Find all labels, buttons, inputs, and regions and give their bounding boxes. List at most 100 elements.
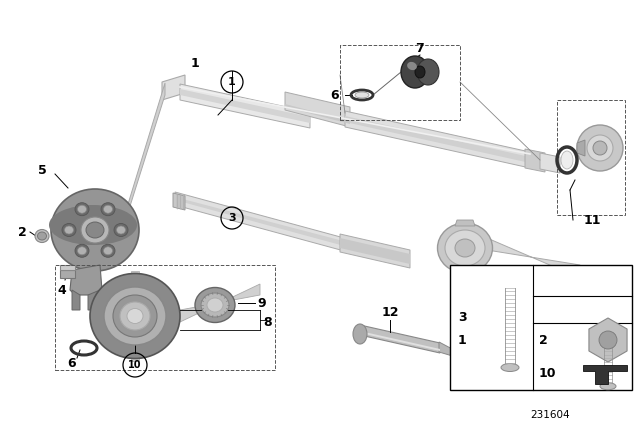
Text: 6: 6 — [331, 89, 339, 102]
Polygon shape — [583, 365, 627, 384]
Polygon shape — [125, 83, 165, 222]
Ellipse shape — [561, 151, 573, 169]
Ellipse shape — [75, 244, 89, 257]
Text: 10: 10 — [128, 360, 141, 370]
Polygon shape — [525, 149, 545, 172]
Polygon shape — [285, 104, 350, 124]
Polygon shape — [70, 265, 102, 295]
Polygon shape — [162, 75, 185, 100]
Text: 231604: 231604 — [530, 410, 570, 420]
Text: 2: 2 — [18, 225, 26, 238]
Ellipse shape — [101, 244, 115, 257]
Polygon shape — [88, 290, 100, 310]
Ellipse shape — [438, 223, 493, 273]
Text: 4: 4 — [58, 284, 67, 297]
Text: 7: 7 — [415, 42, 424, 55]
Polygon shape — [180, 195, 181, 209]
Ellipse shape — [38, 232, 47, 240]
Polygon shape — [345, 116, 530, 163]
Ellipse shape — [600, 383, 616, 390]
Text: 1: 1 — [458, 333, 467, 346]
Ellipse shape — [113, 295, 157, 337]
Ellipse shape — [417, 59, 439, 85]
Polygon shape — [487, 238, 580, 278]
Ellipse shape — [116, 226, 125, 234]
Ellipse shape — [120, 302, 150, 330]
Polygon shape — [175, 192, 370, 258]
Ellipse shape — [407, 62, 417, 70]
Text: 1: 1 — [191, 56, 200, 69]
Ellipse shape — [587, 135, 613, 161]
Polygon shape — [587, 270, 589, 280]
Ellipse shape — [455, 239, 475, 257]
Ellipse shape — [207, 298, 223, 312]
Bar — [55, 265, 275, 370]
Text: 6: 6 — [68, 357, 76, 370]
Text: 11: 11 — [583, 214, 601, 227]
Ellipse shape — [81, 217, 109, 243]
Polygon shape — [591, 270, 593, 280]
Ellipse shape — [593, 141, 607, 155]
Polygon shape — [577, 140, 585, 156]
Text: 3: 3 — [228, 213, 236, 223]
Ellipse shape — [353, 324, 367, 344]
Polygon shape — [177, 195, 178, 209]
Text: 5: 5 — [38, 164, 46, 177]
Ellipse shape — [599, 331, 617, 349]
Polygon shape — [340, 234, 410, 268]
Polygon shape — [180, 284, 260, 322]
Ellipse shape — [62, 224, 76, 237]
Ellipse shape — [86, 222, 104, 238]
Ellipse shape — [201, 293, 229, 317]
Text: 10: 10 — [539, 367, 557, 380]
Polygon shape — [455, 220, 475, 226]
Ellipse shape — [195, 288, 235, 323]
Ellipse shape — [77, 247, 86, 255]
Polygon shape — [180, 84, 310, 128]
Polygon shape — [360, 331, 440, 351]
Ellipse shape — [501, 363, 519, 371]
Polygon shape — [340, 238, 410, 264]
Polygon shape — [60, 270, 75, 278]
Polygon shape — [345, 111, 530, 168]
Polygon shape — [60, 265, 75, 270]
Text: 2: 2 — [539, 333, 548, 346]
Polygon shape — [579, 270, 581, 280]
Ellipse shape — [77, 205, 86, 213]
Polygon shape — [183, 195, 184, 209]
Polygon shape — [175, 197, 370, 253]
Polygon shape — [180, 89, 310, 123]
Ellipse shape — [104, 287, 166, 345]
Bar — [340, 45, 460, 120]
Bar — [450, 265, 632, 390]
Ellipse shape — [127, 309, 143, 323]
Ellipse shape — [104, 247, 113, 255]
Polygon shape — [285, 92, 350, 127]
Polygon shape — [173, 193, 185, 210]
Polygon shape — [583, 270, 585, 280]
Polygon shape — [131, 271, 139, 361]
Polygon shape — [439, 342, 456, 357]
Ellipse shape — [355, 92, 369, 98]
Ellipse shape — [415, 66, 425, 78]
Ellipse shape — [452, 348, 460, 360]
Ellipse shape — [577, 125, 623, 171]
Text: 9: 9 — [258, 297, 266, 310]
Ellipse shape — [51, 189, 139, 271]
Bar — [557, 100, 625, 215]
Text: 1: 1 — [228, 77, 236, 87]
Polygon shape — [360, 325, 440, 353]
Ellipse shape — [75, 202, 89, 216]
Ellipse shape — [401, 56, 429, 88]
Text: 8: 8 — [264, 315, 272, 328]
Ellipse shape — [104, 205, 113, 213]
Polygon shape — [72, 290, 80, 310]
Ellipse shape — [49, 205, 137, 245]
Polygon shape — [455, 270, 475, 276]
Polygon shape — [575, 265, 600, 283]
Ellipse shape — [114, 224, 128, 237]
Polygon shape — [595, 270, 597, 280]
Text: 3: 3 — [458, 311, 467, 324]
Text: 12: 12 — [381, 306, 399, 319]
Ellipse shape — [445, 230, 485, 266]
